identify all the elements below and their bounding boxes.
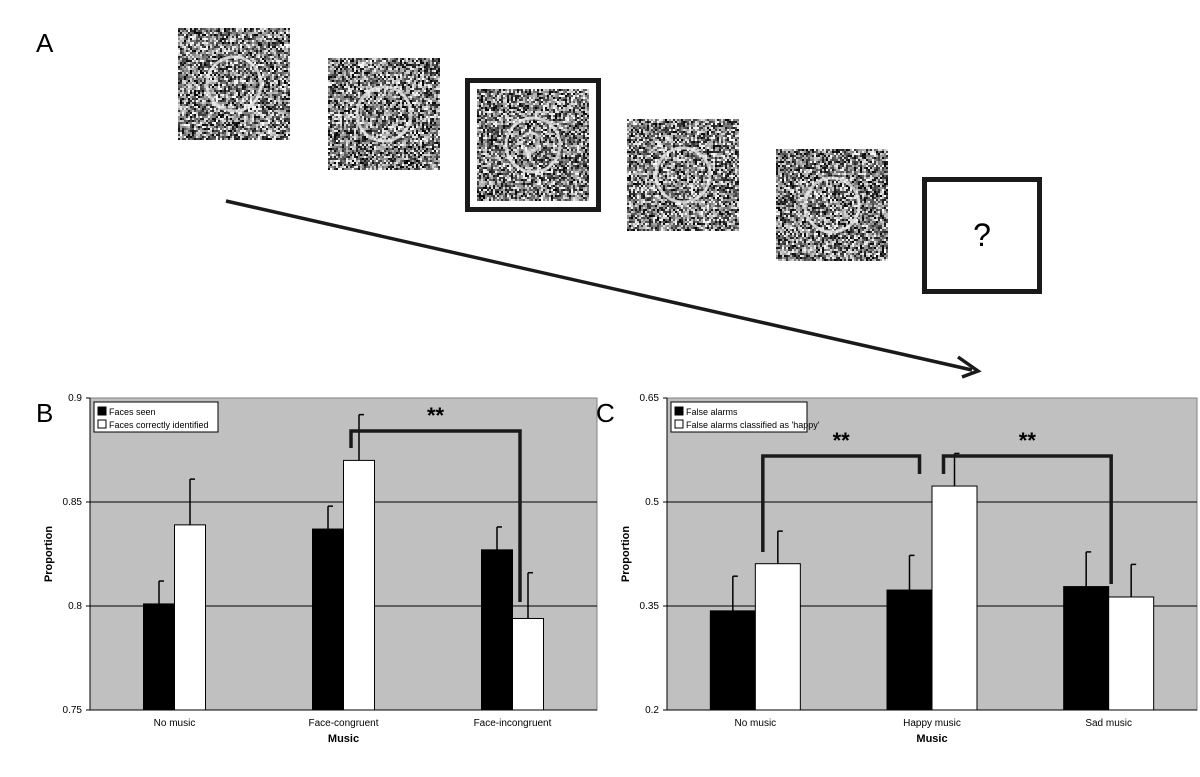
bar — [710, 611, 755, 710]
bar — [344, 460, 375, 710]
bar — [887, 590, 932, 710]
legend-label: Faces seen — [109, 407, 156, 417]
legend-label: False alarms — [686, 407, 738, 417]
y-axis-title: Proportion — [620, 526, 632, 582]
bar — [1064, 587, 1109, 710]
legend: Faces seen Faces correctly identified — [94, 402, 218, 432]
bar — [1109, 597, 1154, 710]
significance-marker: ** — [1019, 428, 1037, 453]
bar — [175, 525, 206, 710]
bar — [932, 486, 977, 710]
bar — [482, 550, 513, 710]
x-axis-title: Music — [328, 733, 359, 745]
x-tick-label: Face-incongruent — [474, 718, 552, 729]
legend-label: Faces correctly identified — [109, 420, 209, 430]
legend-swatch — [98, 420, 106, 428]
bar — [144, 604, 175, 710]
legend: False alarms False alarms classified as '… — [671, 402, 820, 432]
legend-label: False alarms classified as 'happy' — [686, 420, 820, 430]
x-tick-label: No music — [154, 718, 196, 729]
time-arrow — [0, 0, 1200, 400]
chart-c: 0.2 0.35 0.5 0.65 No music Happy music Sad mus… — [600, 380, 1200, 777]
y-tick-label: 0.8 — [68, 601, 82, 612]
legend-swatch — [98, 407, 106, 415]
y-tick-label: 0.9 — [68, 393, 82, 404]
y-axis-title: Proportion — [43, 526, 55, 582]
bar — [755, 564, 800, 710]
y-tick-label: 0.85 — [63, 497, 83, 508]
time-arrow-line — [226, 201, 972, 370]
x-tick-label: Face-congruent — [308, 718, 378, 729]
y-tick-label: 0.75 — [63, 705, 83, 716]
legend-swatch — [675, 407, 683, 415]
chart-b: 0.75 0.8 0.85 0.9 No music Face-congruent Face… — [0, 380, 600, 777]
y-tick-label: 0.2 — [645, 705, 659, 716]
significance-marker: ** — [427, 403, 445, 428]
x-tick-label: Sad music — [1085, 718, 1132, 729]
y-tick-label: 0.35 — [640, 601, 660, 612]
bar — [313, 529, 344, 710]
x-tick-label: Happy music — [903, 718, 961, 729]
legend-swatch — [675, 420, 683, 428]
y-tick-label: 0.5 — [645, 497, 659, 508]
x-tick-label: No music — [734, 718, 776, 729]
bar — [513, 618, 544, 710]
significance-marker: ** — [833, 428, 851, 453]
x-axis-title: Music — [916, 733, 947, 745]
y-tick-label: 0.65 — [640, 393, 660, 404]
